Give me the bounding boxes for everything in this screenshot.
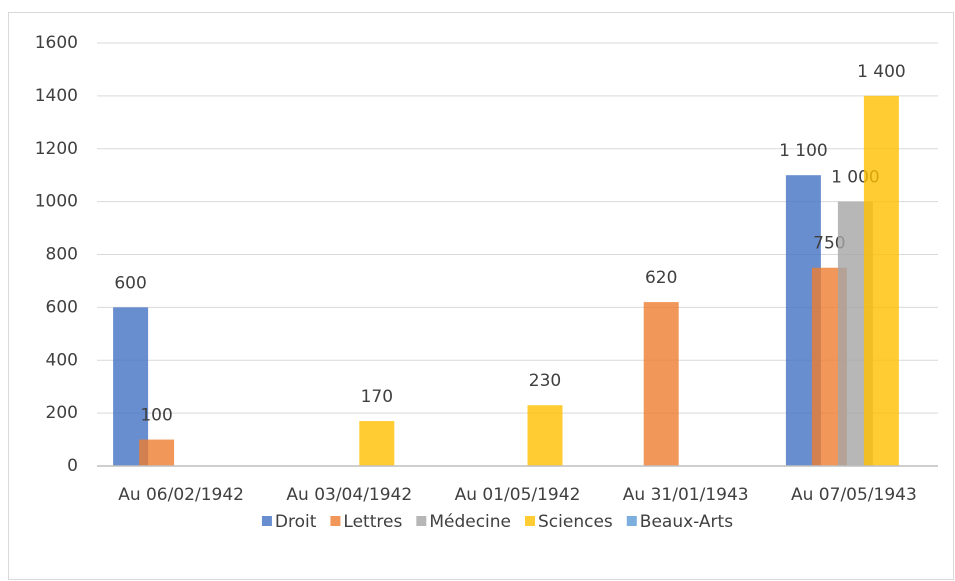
data-label: 230	[529, 371, 561, 391]
data-label: 1 100	[779, 141, 828, 161]
bar	[359, 421, 395, 466]
x-tick-label: Au 07/05/1943	[791, 485, 917, 505]
legend-swatch	[330, 516, 341, 526]
legend-label: Sciences	[538, 512, 613, 532]
x-tick-label: Au 03/04/1942	[286, 485, 412, 505]
legend-swatch	[525, 516, 536, 526]
y-tick-label: 1400	[35, 86, 78, 106]
legend-label: Beaux-Arts	[640, 512, 733, 532]
legend-label: Lettres	[343, 512, 402, 532]
x-tick-label: Au 06/02/1942	[118, 485, 244, 505]
y-tick-label: 600	[46, 297, 78, 317]
data-label: 750	[813, 234, 845, 254]
bar	[139, 439, 175, 466]
legend-label: Médecine	[429, 512, 511, 532]
y-tick-label: 200	[46, 403, 78, 423]
x-tick-label: Au 01/05/1942	[455, 485, 581, 505]
data-label: 100	[140, 406, 172, 426]
legend-label: Droit	[275, 512, 317, 532]
data-label: 620	[645, 268, 677, 288]
y-tick-label: 1200	[35, 139, 78, 159]
legend-swatch	[626, 516, 637, 526]
bar	[863, 95, 899, 466]
data-label: 1 400	[857, 62, 906, 82]
x-tick-label: Au 31/01/1943	[623, 485, 749, 505]
data-label: 600	[114, 273, 146, 293]
y-tick-label: 1000	[35, 192, 78, 212]
y-tick-label: 0	[67, 456, 78, 476]
legend-swatch	[416, 516, 427, 526]
y-tick-label: 1600	[35, 33, 78, 53]
y-tick-label: 800	[46, 245, 78, 265]
y-tick-label: 400	[46, 350, 78, 370]
bar	[527, 405, 563, 466]
data-label: 170	[361, 387, 393, 407]
legend-swatch	[261, 516, 272, 526]
bar	[643, 302, 679, 466]
